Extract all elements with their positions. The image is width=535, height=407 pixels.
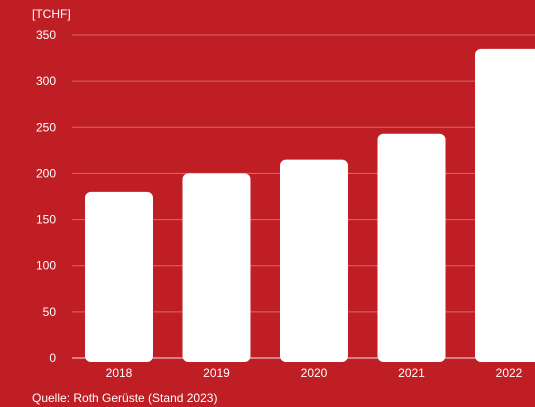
x-tick-label: 2019 [203, 366, 230, 380]
x-axis-ticks: 2018 2019 2020 2021 2022 [106, 366, 523, 380]
x-tick-label: 2021 [398, 366, 425, 380]
y-tick-label: 150 [36, 213, 56, 227]
source-note: Quelle: Roth Gerüste (Stand 2023) [32, 391, 217, 405]
y-tick-label: 100 [36, 259, 56, 273]
y-tick-label: 300 [36, 74, 56, 88]
y-axis-ticks: 0 50 100 150 200 250 300 350 [36, 28, 56, 365]
y-tick-label: 200 [36, 166, 56, 180]
bar-2018 [85, 191, 153, 362]
y-tick-label: 0 [49, 351, 56, 365]
y-tick-label: 250 [36, 120, 56, 134]
y-tick-label: 50 [43, 305, 57, 319]
bar-2020 [280, 159, 348, 362]
y-tick-label: 350 [36, 28, 56, 42]
bars [85, 48, 535, 362]
bar-2019 [182, 173, 251, 362]
x-tick-label: 2022 [496, 366, 523, 380]
x-tick-label: 2018 [106, 366, 133, 380]
bar-2022 [475, 48, 535, 362]
x-tick-label: 2020 [301, 366, 328, 380]
y-axis-unit-label: [TCHF] [32, 7, 71, 21]
bar-2021 [377, 133, 446, 362]
